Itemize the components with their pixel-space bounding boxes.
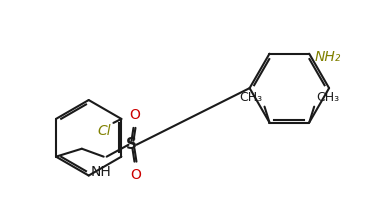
Text: Cl: Cl: [98, 124, 111, 138]
Text: CH₃: CH₃: [239, 91, 262, 104]
Text: O: O: [130, 168, 141, 182]
Text: CH₃: CH₃: [316, 91, 339, 104]
Text: O: O: [129, 108, 140, 122]
Text: NH₂: NH₂: [314, 50, 340, 64]
Text: S: S: [126, 137, 137, 152]
Text: NH: NH: [90, 165, 111, 179]
